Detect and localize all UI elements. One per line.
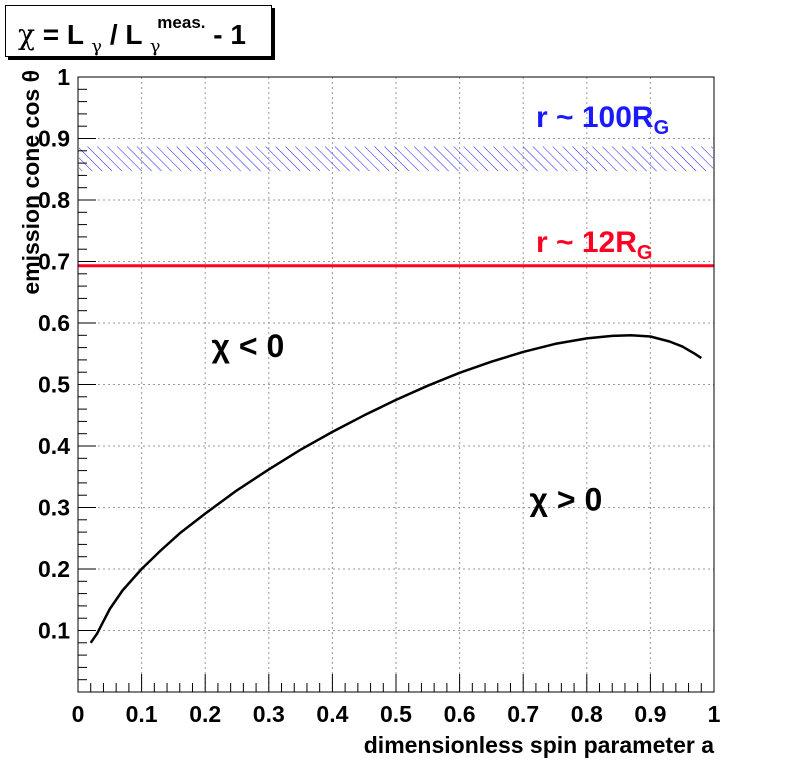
chart-grid (78, 77, 714, 692)
y-axis-label: emission cone cos θ (18, 70, 44, 295)
x-tick-labels: 0 0.1 0.2 0.3 0.4 0.5 0.6 0.7 0.8 0.9 1 (72, 701, 721, 727)
y-tick-label: 1 (57, 64, 70, 90)
title-slash: / L (110, 19, 143, 50)
chart-bands (79, 146, 713, 172)
x-tick-label: 0.1 (126, 701, 158, 727)
title-gamma-sub2: γ (150, 36, 161, 57)
y-tick-labels: 0.1 0.2 0.3 0.4 0.5 0.6 0.7 0.8 0.9 1 (38, 64, 70, 644)
svg-text:χ = L γ /: χ = L γ / L γ meas. - 1 (18, 6, 246, 58)
x-tick-label: 0.7 (507, 701, 539, 727)
x-tick-label: 0.8 (571, 701, 603, 727)
y-tick-label: 0.8 (38, 187, 70, 213)
title-formula: χ = L γ / L γ meas. - 1 (18, 6, 246, 58)
x-tick-label: 1 (708, 701, 721, 727)
band-label: r ~ 100RG (536, 101, 669, 139)
title-minus: - 1 (213, 19, 246, 50)
y-tick-label: 0.1 (38, 618, 70, 644)
y-tick-label: 0.6 (38, 310, 70, 336)
title-sup: meas. (157, 13, 205, 32)
region-annotation: χ < 0 (212, 328, 285, 364)
x-tick-label: 0.5 (380, 701, 412, 727)
x-tick-label: 0.9 (634, 701, 666, 727)
region-annotation: χ > 0 (530, 482, 603, 518)
x-tick-label: 0.3 (253, 701, 285, 727)
axis-ticks (77, 76, 715, 693)
y-tick-label: 0.4 (38, 433, 70, 459)
y-tick-label: 0.7 (38, 249, 70, 275)
x-tick-label: 0.4 (316, 701, 348, 727)
reference-line-label: r ~ 12RG (536, 226, 652, 264)
y-tick-label: 0.2 (38, 556, 70, 582)
title-gamma-sub: γ (91, 36, 102, 57)
chart-labels: r ~ 100RG r ~ 12RG χ < 0 χ > 0 (212, 101, 670, 518)
title-eq: = L (43, 19, 84, 50)
hatched-band (79, 146, 713, 172)
chart-series (89, 334, 702, 644)
y-tick-label: 0.3 (38, 495, 70, 521)
curve-line (89, 334, 702, 644)
y-tick-label: 0.9 (38, 126, 70, 152)
x-tick-label: 0 (72, 701, 85, 727)
title-box: χ = L γ / L γ meas. - 1 (5, 5, 272, 57)
x-axis-label: dimensionless spin parameter a (364, 732, 714, 758)
y-tick-label: 0.5 (38, 372, 70, 398)
x-tick-label: 0.6 (444, 701, 476, 727)
x-tick-label: 0.2 (189, 701, 221, 727)
title-chi: χ (18, 18, 35, 51)
